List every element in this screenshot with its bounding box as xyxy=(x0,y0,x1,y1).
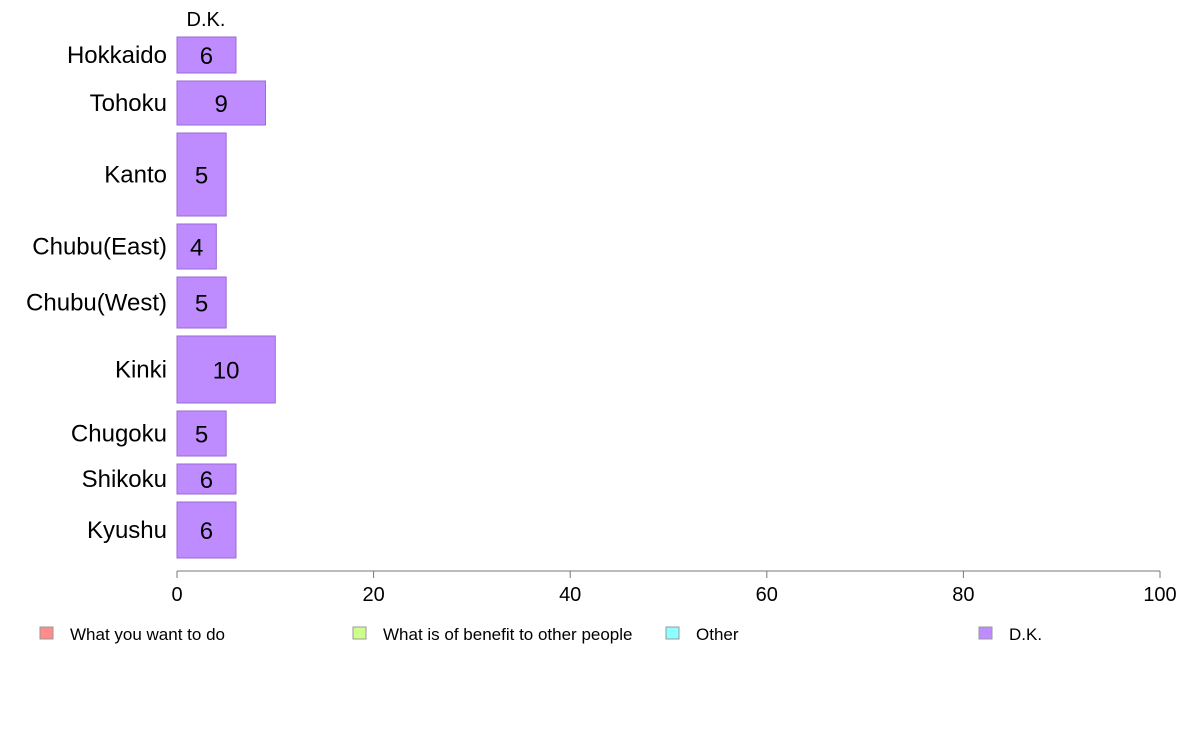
series-header-dk: D.K. xyxy=(187,9,226,31)
bar-d-k-tohoku xyxy=(176,80,266,126)
value-label-d-k-kanto: 5 xyxy=(195,163,208,190)
category-labels: Hokkaido Tohoku Kanto Chubu(East) Chubu(West… xyxy=(26,42,167,544)
category-label-chubu-west: Chubu(West) xyxy=(26,290,167,317)
x-axis: 0 20 40 60 80 100 xyxy=(171,570,1177,606)
legend-swatch-d-k xyxy=(978,626,993,640)
legend: What you want to do What is of benefit to… xyxy=(39,625,1042,644)
x-tick-label-100: 100 xyxy=(1143,584,1176,606)
value-label-d-k-chugoku: 5 xyxy=(195,422,208,449)
category-label-chugoku: Chugoku xyxy=(71,421,167,448)
value-label-d-k-hokkaido: 6 xyxy=(200,43,213,70)
category-label-tohoku: Tohoku xyxy=(90,90,167,117)
category-label-hokkaido: Hokkaido xyxy=(67,42,167,69)
legend-label-what-is-of-benefit-to-other-people: What is of benefit to other people xyxy=(383,625,633,644)
category-label-kinki: Kinki xyxy=(115,357,167,384)
value-label-d-k-chubu-east: 4 xyxy=(190,235,203,262)
legend-swatch-what-you-want-to-do xyxy=(39,626,54,640)
x-tick-label-80: 80 xyxy=(952,584,974,606)
category-label-shikoku: Shikoku xyxy=(82,466,167,493)
x-tick-label-20: 20 xyxy=(362,584,384,606)
value-label-d-k-kinki: 10 xyxy=(213,358,240,385)
legend-swatch-other xyxy=(665,626,680,640)
value-label-d-k-kyushu: 6 xyxy=(200,518,213,545)
legend-label-what-you-want-to-do: What you want to do xyxy=(70,625,225,644)
category-label-chubu-east: Chubu(East) xyxy=(32,234,167,261)
legend-label-d-k: D.K. xyxy=(1009,625,1042,644)
x-tick-label-40: 40 xyxy=(559,584,581,606)
value-label-d-k-shikoku: 6 xyxy=(200,467,213,494)
category-label-kyushu: Kyushu xyxy=(87,517,167,544)
value-label-d-k-tohoku: 9 xyxy=(215,91,228,118)
bar-d-k-hokkaido xyxy=(176,36,237,74)
x-tick-label-0: 0 xyxy=(171,584,182,606)
bar-d-k-kyushu xyxy=(176,501,237,559)
bar-d-k-chubu-east xyxy=(176,223,217,270)
category-label-kanto: Kanto xyxy=(104,162,167,189)
x-tick-label-60: 60 xyxy=(756,584,778,606)
bar-d-k-shikoku xyxy=(176,463,237,495)
value-label-d-k-chubu-west: 5 xyxy=(195,291,208,318)
bar-d-k-kanto xyxy=(176,132,227,217)
legend-swatch-what-is-of-benefit-to-other-people xyxy=(352,626,367,640)
bar-d-k-chubu-west xyxy=(176,276,227,329)
bar-d-k-kinki xyxy=(176,335,276,404)
bar-d-k-chugoku xyxy=(176,410,227,457)
legend-label-other: Other xyxy=(696,625,739,644)
